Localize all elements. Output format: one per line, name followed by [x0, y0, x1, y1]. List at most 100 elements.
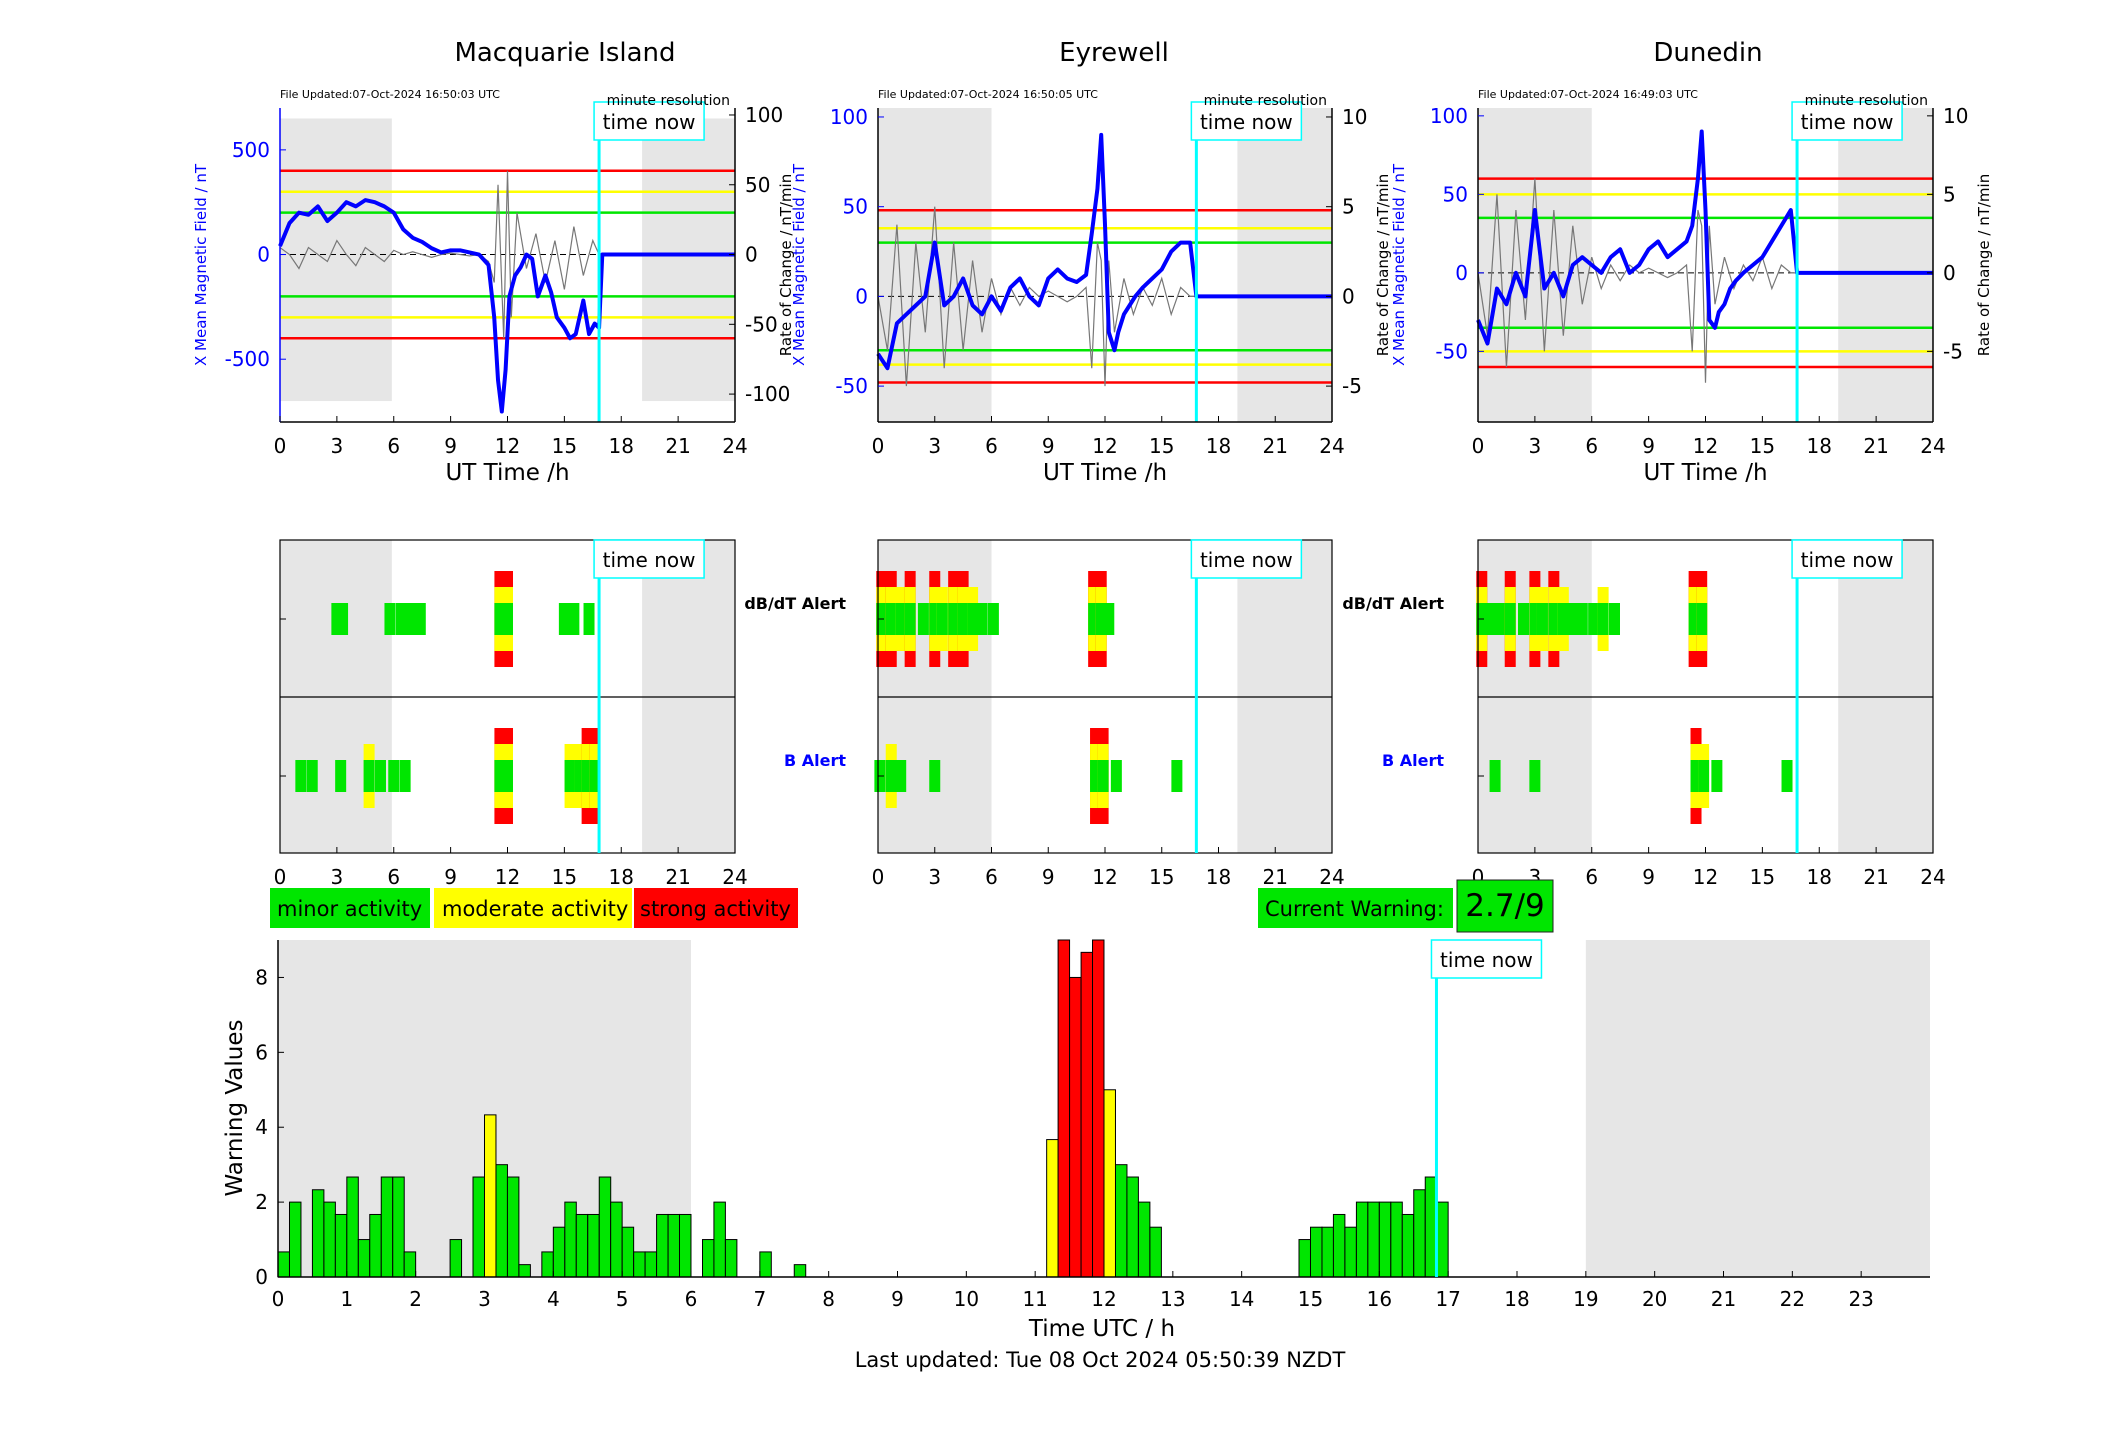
current-warning-value-box: [1456, 879, 1554, 933]
last-updated: Last updated: Tue 08 Oct 2024 05:50:39 N…: [855, 1348, 1346, 1372]
warning-bar: [1092, 939, 1105, 1278]
resolution-label: minute resolution: [607, 93, 730, 109]
y-axis-right-label: Rate of Change / nT/min: [777, 174, 795, 356]
x-tick-label: 3: [331, 865, 344, 889]
warning-bar: [587, 1213, 600, 1278]
x-tick-label: 15: [1149, 865, 1174, 889]
x-tick-label: 6: [685, 1287, 698, 1311]
y-tick-right-label: 50: [745, 173, 770, 197]
dbdt-block-minor: [1567, 603, 1579, 635]
y-tick-right-label: 0: [1342, 284, 1355, 308]
x-tick-label: 24: [1319, 434, 1344, 458]
warning-bar: [288, 1201, 302, 1278]
x-tick-label: 11: [1022, 1287, 1047, 1311]
dbdt-block-minor: [929, 603, 941, 635]
warning-bar: [334, 1213, 348, 1278]
dbdt-block-minor: [976, 603, 988, 635]
x-tick-label: 9: [444, 434, 457, 458]
time-now-label: time now: [1200, 110, 1293, 134]
x-tick-label: 15: [1750, 865, 1775, 889]
file-updated: File Updated:07-Oct-2024 16:50:03 UTC: [280, 88, 500, 101]
dbdt-block-minor: [1103, 603, 1115, 635]
warning-bar: [1126, 1176, 1139, 1278]
b-block-minor: [295, 760, 307, 792]
dbdt-block-minor: [1088, 603, 1100, 635]
x-tick-label: 3: [928, 434, 941, 458]
y-tick-right-label: -50: [745, 312, 778, 336]
x-tick-label: 23: [1848, 1287, 1873, 1311]
y-tick-left-label: 50: [1443, 182, 1468, 206]
warning-bar: [1332, 1213, 1346, 1278]
x-tick-label: 21: [1263, 434, 1288, 458]
x-tick-label: 14: [1229, 1287, 1254, 1311]
x-tick-label: 1: [340, 1287, 353, 1311]
warning-bar: [1344, 1226, 1357, 1278]
y-tick-label: 8: [255, 965, 268, 989]
y-tick-right-label: -5: [1342, 374, 1362, 398]
x-tick-label: 9: [891, 1287, 904, 1311]
time-now-label: time now: [1440, 948, 1533, 972]
y-tick-right-label: 100: [745, 103, 783, 127]
b-block-minor: [494, 760, 506, 792]
y-tick-left-label: 100: [830, 105, 868, 129]
x-tick-label: 10: [954, 1287, 979, 1311]
x-tick-label: 12: [1091, 1287, 1116, 1311]
dbdt-block-minor: [558, 603, 570, 635]
warning-bar: [575, 1213, 589, 1278]
x-tick-label: 20: [1642, 1287, 1667, 1311]
time-now-label: time now: [1801, 110, 1894, 134]
y-tick-left-label: -50: [1435, 339, 1468, 363]
x-tick-label: 18: [609, 865, 634, 889]
resolution-label: minute resolution: [1805, 93, 1928, 109]
legend-strong-label: strong activity: [640, 897, 791, 921]
y-tick-right-label: 0: [745, 243, 758, 267]
y-tick-left-label: -50: [835, 374, 868, 398]
x-tick-label: 15: [552, 434, 577, 458]
warning-bar: [323, 1201, 336, 1278]
warning-bar: [403, 1251, 417, 1278]
x-tick-label: 15: [1298, 1287, 1323, 1311]
x-tick-label: 17: [1435, 1287, 1460, 1311]
y-axis-label: Warning Values: [222, 1019, 248, 1196]
x-tick-label: 9: [1042, 865, 1055, 889]
dbdt-block-minor: [1688, 603, 1700, 635]
warning-bar: [1367, 1201, 1380, 1278]
night-shade: [280, 118, 392, 402]
night-shade: [1237, 108, 1332, 422]
b-block-minor: [574, 760, 586, 792]
dbdt-block-minor: [1495, 603, 1507, 635]
x-tick-label: 18: [1807, 865, 1832, 889]
station-title-macquarie: Macquarie Island: [454, 38, 675, 68]
x-tick-label: 12: [1092, 434, 1117, 458]
x-tick-label: 18: [609, 434, 634, 458]
x-axis-label: Time UTC / h: [1028, 1316, 1175, 1342]
x-tick-label: 9: [444, 865, 457, 889]
warning-bar: [656, 1213, 669, 1278]
warning-bar: [1401, 1213, 1415, 1278]
y-axis-left-label: X Mean Magnetic Field / nT: [790, 163, 808, 366]
b-block-minor: [929, 760, 941, 792]
dbdt-block-minor: [1518, 603, 1529, 635]
warning-bar: [793, 1264, 807, 1278]
warning-bar: [380, 1176, 394, 1278]
warning-bar: [1390, 1201, 1403, 1278]
dbdt-block-minor: [936, 603, 948, 635]
x-tick-label: 0: [272, 1287, 285, 1311]
time-now-box: [1430, 939, 1543, 979]
warning-bar: [506, 1176, 520, 1278]
x-tick-label: 21: [1263, 865, 1288, 889]
time-now-label: time now: [603, 548, 696, 572]
x-tick-label: 12: [1693, 434, 1718, 458]
x-tick-label: 15: [1750, 434, 1775, 458]
legend-minor-label: minor activity: [277, 897, 422, 921]
dbdt-block-minor: [1597, 603, 1609, 635]
b-block-minor: [564, 760, 576, 792]
x-tick-label: 15: [1149, 434, 1174, 458]
dbdt-block-minor: [1529, 603, 1541, 635]
time-now-label: time now: [603, 110, 696, 134]
y-tick-right-label: -5: [1943, 339, 1963, 363]
time-now-box: [1190, 539, 1303, 579]
